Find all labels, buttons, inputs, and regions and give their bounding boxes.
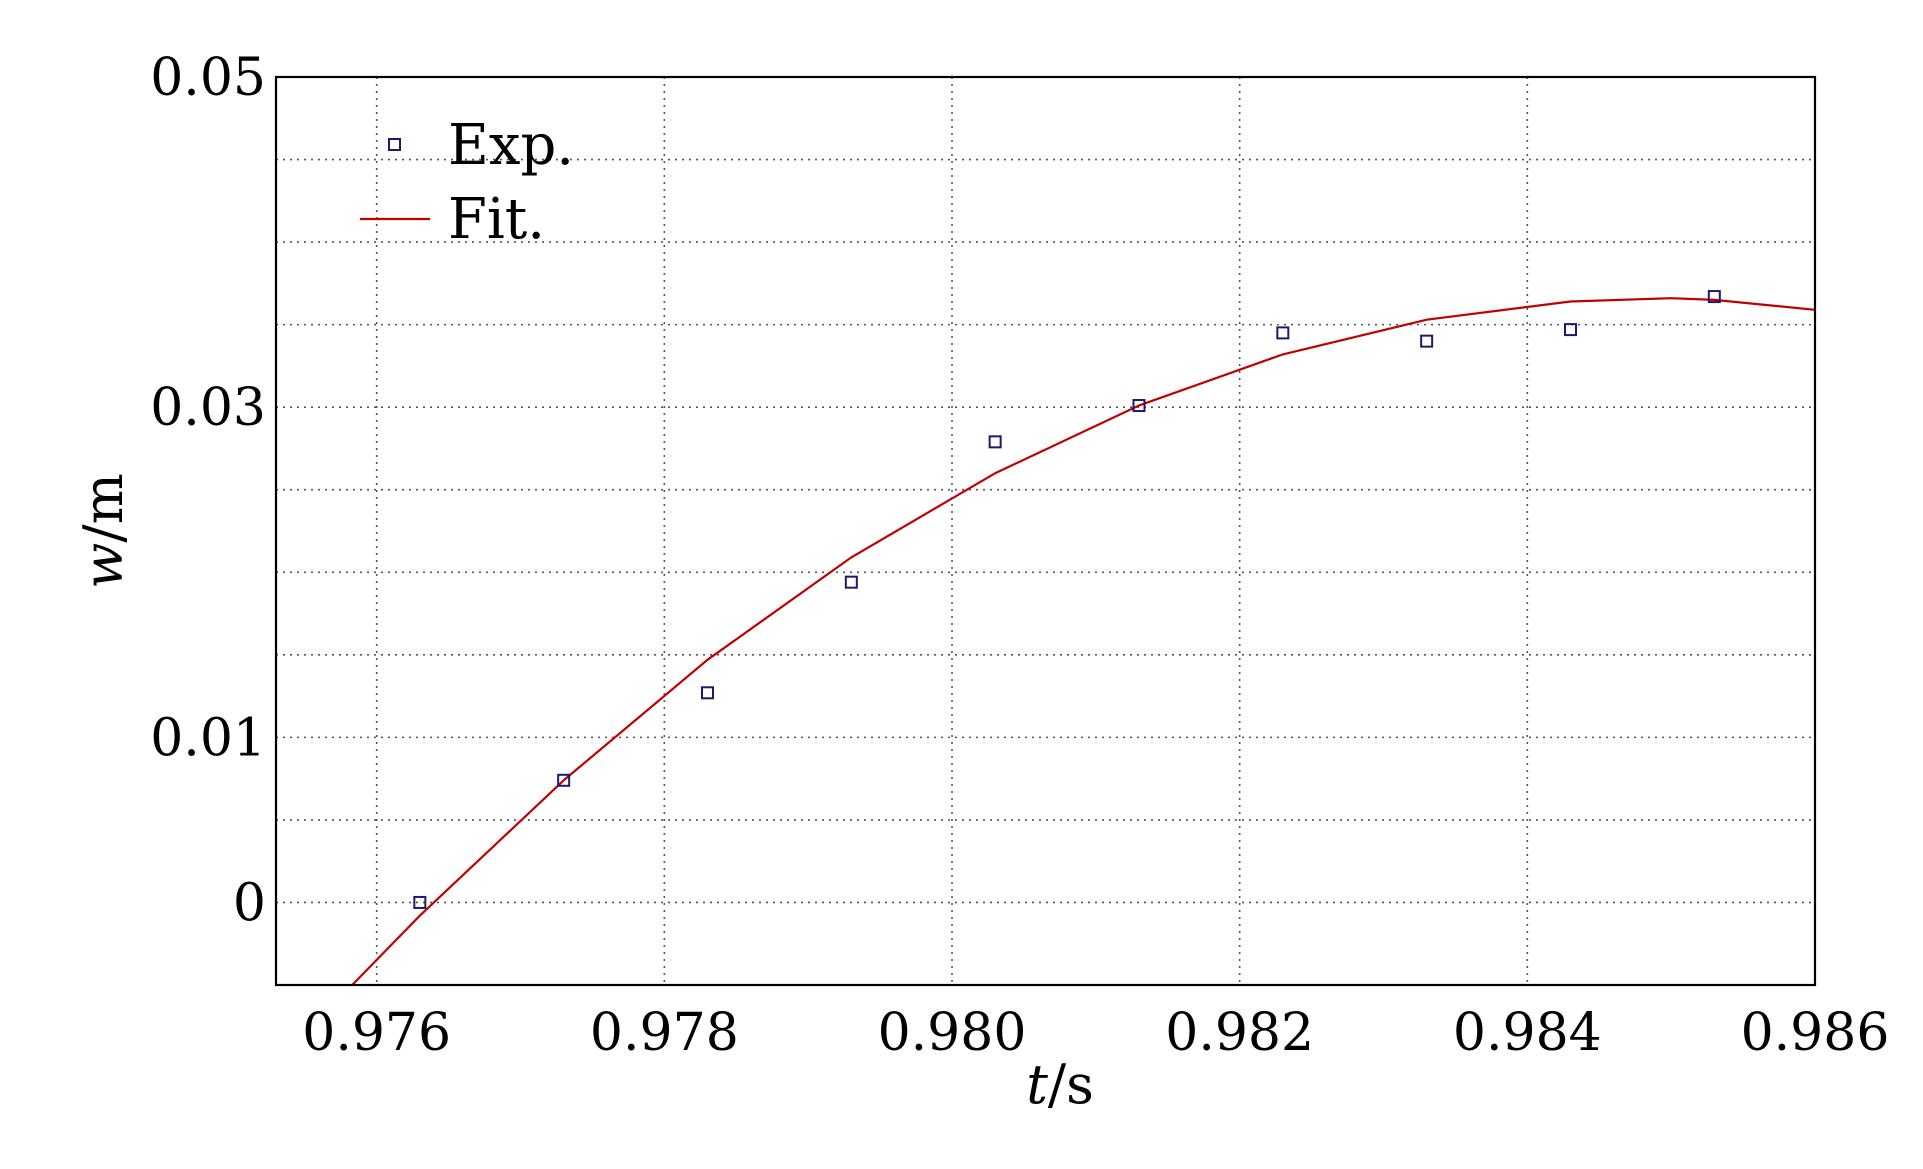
exp-point	[1132, 399, 1146, 413]
x-tick-label: 0.976	[302, 1003, 451, 1063]
exp-point	[1276, 326, 1290, 340]
x-tick-label: 0.984	[1453, 1003, 1602, 1063]
y-tick-label: 0	[233, 873, 266, 933]
exp-point	[413, 895, 427, 909]
x-tick-label: 0.982	[1165, 1003, 1314, 1063]
legend: Exp. Fit.	[360, 113, 574, 252]
tick-labels: 0.976 0.978 0.980 0.982 0.984 0.986 0 0.01 0.03 0…	[150, 48, 1889, 1063]
exp-point	[1420, 334, 1434, 348]
y-axis-label: w/m	[72, 473, 135, 589]
fit-line	[351, 297, 1816, 986]
legend-label-fit: Fit.	[448, 187, 545, 252]
x-axis-label: t/s	[1026, 1053, 1094, 1116]
exp-point	[700, 686, 714, 700]
x-tick-label: 0.978	[590, 1003, 739, 1063]
x-axis-var: t	[1026, 1053, 1048, 1116]
y-axis-var: w	[72, 543, 135, 589]
y-tick-label: 0.01	[150, 708, 266, 768]
exp-point	[1563, 323, 1577, 337]
series-layer	[351, 290, 1816, 986]
x-axis-unit: /s	[1048, 1053, 1094, 1116]
exp-point	[557, 773, 571, 787]
legend-label-exp: Exp.	[448, 113, 574, 178]
exp-point	[988, 435, 1002, 449]
exp-point	[1707, 290, 1721, 304]
x-tick-label: 0.986	[1741, 1003, 1890, 1063]
plot-frame	[274, 75, 1817, 987]
y-tick-label: 0.05	[150, 48, 266, 108]
legend-marker-exp	[388, 138, 401, 151]
exp-point	[844, 575, 858, 589]
y-tick-label: 0.03	[150, 378, 266, 438]
grid	[276, 77, 1815, 985]
y-axis-unit: /m	[72, 473, 135, 542]
x-tick-label: 0.980	[878, 1003, 1027, 1063]
